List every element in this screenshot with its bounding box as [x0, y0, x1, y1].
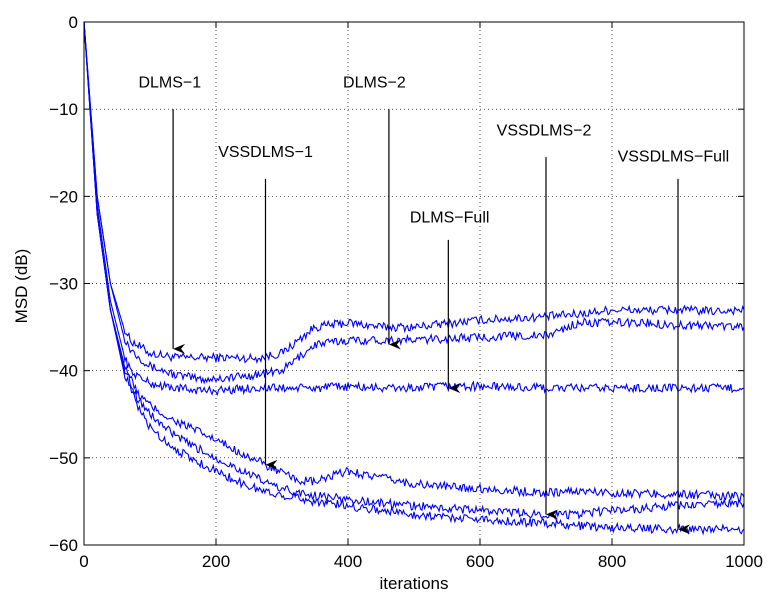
- y-tick-label: −20: [49, 187, 78, 206]
- plot-frame: [83, 21, 745, 546]
- x-tick-label: 1000: [725, 552, 763, 571]
- series-line-4: [83, 21, 745, 502]
- annotation-label: DLMS−2: [343, 74, 406, 91]
- y-axis-label: MSD (dB): [12, 249, 31, 324]
- y-tick-label: −50: [49, 449, 78, 468]
- annotations: DLMS−1 DLMS−2 VSSDLMS−1 DLMS−Full VSSDLMS−2 V…: [138, 74, 730, 535]
- x-tick-label: 800: [598, 552, 626, 571]
- series-line-2: [83, 21, 745, 385]
- x-tick-label: 200: [202, 552, 230, 571]
- annotation-label: VSSDLMS−2: [497, 122, 592, 139]
- annotation-label: DLMS−Full: [410, 209, 490, 226]
- series-line-6: [83, 21, 745, 536]
- data-lines: [83, 21, 745, 536]
- x-tick-label: 0: [79, 552, 88, 571]
- annotation-label: VSSDLMS−1: [218, 144, 313, 161]
- x-tick-label: 600: [466, 552, 494, 571]
- grid: [84, 22, 744, 545]
- series-line-3: [83, 21, 745, 397]
- annotation-label: VSSDLMS−Full: [618, 148, 730, 165]
- x-axis-label: iterations: [380, 574, 449, 593]
- y-tick-label: −30: [49, 275, 78, 294]
- x-tick-label: 400: [334, 552, 362, 571]
- y-tick-label: 0: [69, 13, 78, 32]
- y-tick-label: −60: [49, 536, 78, 555]
- annotation-label: DLMS−1: [138, 74, 201, 91]
- axis-ticks: 0 200 400 600 800 1000 0 −10 −20 −30 −40 −50 −60: [49, 13, 763, 571]
- y-tick-label: −40: [49, 362, 78, 381]
- series-line-5: [83, 21, 745, 521]
- series-line-1: [83, 21, 745, 365]
- y-tick-label: −10: [49, 100, 78, 119]
